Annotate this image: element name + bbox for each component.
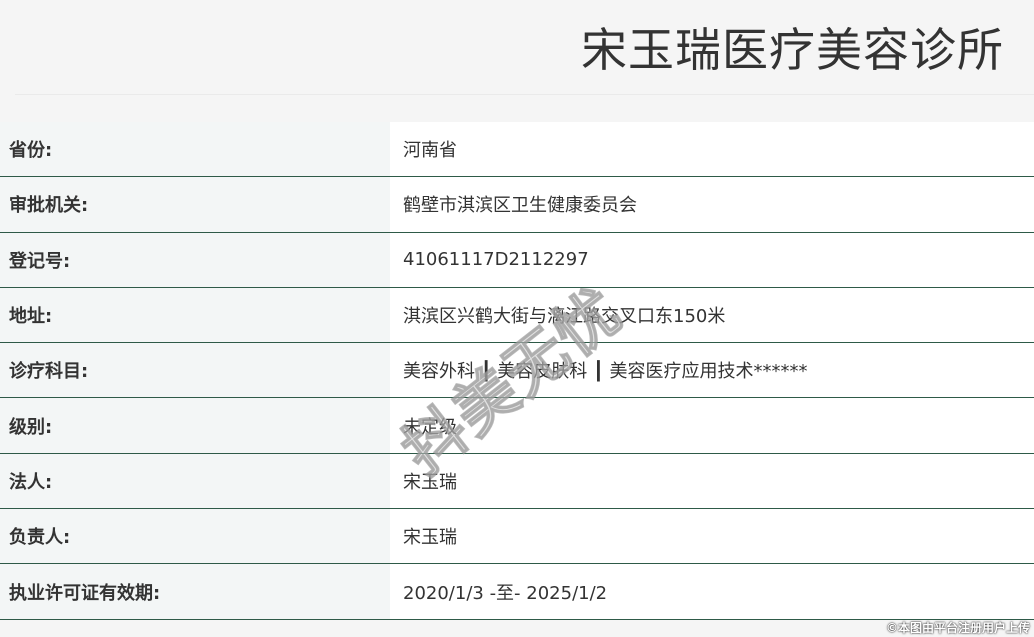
table-row: 省份: 河南省: [0, 122, 1034, 178]
row-value: 未定级: [390, 398, 1034, 453]
row-label: 地址:: [0, 287, 390, 343]
row-label: 法人:: [0, 453, 390, 509]
row-value: 淇滨区兴鹤大街与漓江路交叉口东150米: [390, 287, 1034, 343]
row-label: 级别:: [0, 398, 390, 453]
row-value: 41061117D2112297: [390, 232, 1034, 287]
row-label: 负责人:: [0, 509, 390, 564]
footer-notice: ©本图由平台注册用户上传: [885, 621, 1030, 635]
table-row: 登记号: 41061117D2112297: [0, 232, 1034, 288]
row-value: 宋玉瑞: [390, 509, 1034, 564]
table-row: 执业许可证有效期: 2020/1/3 -至- 2025/1/2: [0, 564, 1034, 620]
table-row: 审批机关: 鹤壁市淇滨区卫生健康委员会: [0, 177, 1034, 233]
table-row: 负责人: 宋玉瑞: [0, 509, 1034, 565]
table-row: 级别: 未定级: [0, 398, 1034, 454]
row-value: 2020/1/3 -至- 2025/1/2: [390, 564, 1034, 619]
table-row: 地址: 淇滨区兴鹤大街与漓江路交叉口东150米: [0, 287, 1034, 344]
row-label: 审批机关:: [0, 177, 390, 232]
table-row: 诊疗科目: 美容外科 ┃ 美容皮肤科 ┃ 美容医疗应用技术******: [0, 343, 1034, 399]
row-value: 鹤壁市淇滨区卫生健康委员会: [390, 177, 1034, 232]
table-row: 法人: 宋玉瑞: [0, 453, 1034, 510]
row-label: 登记号:: [0, 232, 390, 287]
row-label: 省份:: [0, 122, 390, 177]
row-label: 诊疗科目:: [0, 343, 390, 398]
row-label: 执业许可证有效期:: [0, 564, 390, 619]
row-value: 河南省: [390, 122, 1034, 177]
page-title: 宋玉瑞医疗美容诊所: [581, 23, 1004, 77]
info-table: 省份: 河南省 审批机关: 鹤壁市淇滨区卫生健康委员会 登记号: 41061117D2…: [0, 122, 1034, 620]
row-value: 美容外科 ┃ 美容皮肤科 ┃ 美容医疗应用技术******: [390, 343, 1034, 398]
row-value: 宋玉瑞: [390, 453, 1034, 509]
divider: [15, 94, 1034, 95]
